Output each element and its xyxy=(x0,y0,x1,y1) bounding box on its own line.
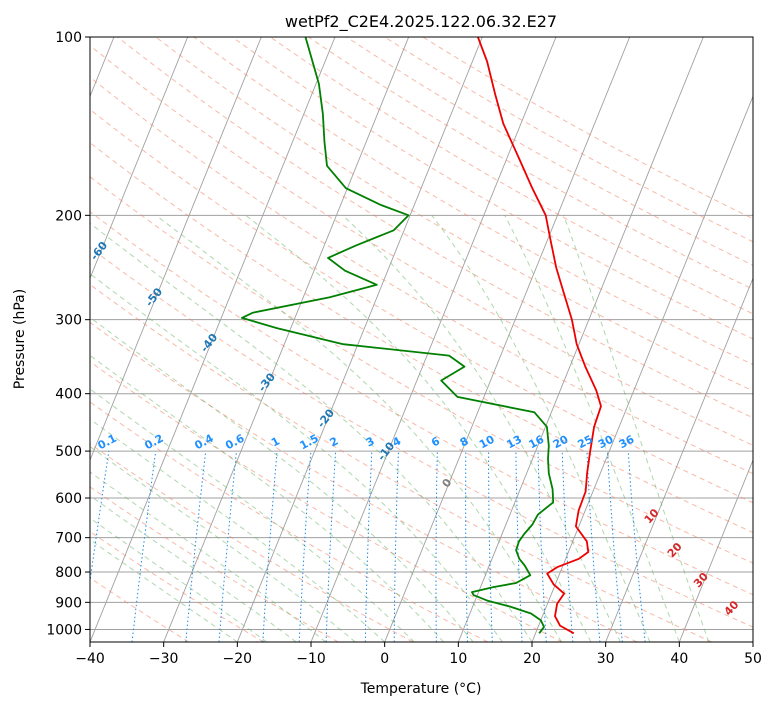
mixing-ratio-label: 30 xyxy=(596,432,616,451)
x-tick-label: 10 xyxy=(449,651,467,667)
dry-adiabat-line xyxy=(422,37,753,220)
moist-adiabat-line xyxy=(90,517,268,642)
moist-adiabat-line xyxy=(563,215,710,642)
x-axis-label: Temperature (°C) xyxy=(360,681,482,697)
y-tick-label: 900 xyxy=(55,595,82,611)
y-tick-label: 200 xyxy=(55,208,82,224)
dry-adiabat-lines xyxy=(90,37,753,642)
x-tick-label: −20 xyxy=(223,651,253,667)
dry-adiabat-line xyxy=(384,37,753,243)
x-tick-label: 20 xyxy=(523,651,541,667)
isotherm-line xyxy=(384,37,631,642)
dry-adiabat-line xyxy=(90,443,414,642)
moist-adiabat-line xyxy=(90,539,238,642)
isotherm-line xyxy=(310,37,557,642)
y-tick-label: 300 xyxy=(55,313,82,329)
y-tick-label: 400 xyxy=(55,387,82,403)
moist-adiabat-line xyxy=(90,418,386,642)
mixing-ratio-lines xyxy=(90,451,646,642)
moist-adiabat-line xyxy=(245,214,592,642)
isotherm-line xyxy=(90,37,262,462)
dry-adiabat-line xyxy=(90,360,563,642)
dry-adiabat-line xyxy=(90,44,753,446)
mixing-ratio-label: 13 xyxy=(504,433,524,452)
moist-adiabat-line xyxy=(431,214,651,642)
mixing-ratio-label: 36 xyxy=(617,433,637,452)
x-tick-label: −40 xyxy=(75,651,105,667)
dry-adiabat-line xyxy=(90,283,712,642)
plot-frame xyxy=(89,36,754,643)
dry-adiabat-line xyxy=(90,211,753,596)
y-tick-label: 800 xyxy=(55,565,82,581)
x-tick-label: −10 xyxy=(296,651,326,667)
profile-lines xyxy=(241,37,602,635)
isotherm-line xyxy=(605,276,753,642)
isotherm-line xyxy=(90,37,336,642)
dry-adiabat-line xyxy=(117,37,753,419)
isotherm-line xyxy=(90,37,189,280)
dry-adiabat-line xyxy=(308,37,753,290)
y-tick-label: 600 xyxy=(55,491,82,507)
chart-title: wetPf2_C2E4.2025.122.06.32.E27 xyxy=(285,12,557,32)
x-tick-label: 40 xyxy=(670,651,688,667)
x-tick-label: 30 xyxy=(597,651,615,667)
mixing-ratio-line xyxy=(90,451,110,585)
y-tick-label: 1000 xyxy=(46,622,82,638)
y-axis-ticks: 100 200 300 400 500 600 700 800 900 1000 xyxy=(46,30,90,638)
dry-adiabat-line xyxy=(155,37,753,392)
moist-adiabat-line xyxy=(155,214,562,642)
y-axis-label: Pressure (hPa) xyxy=(12,289,28,389)
moist-adiabat-line xyxy=(90,388,415,642)
mixing-ratio-label: 25 xyxy=(575,433,595,452)
moist-adiabat-line xyxy=(90,471,327,642)
mixing-ratio-label: 16 xyxy=(527,433,547,452)
dry-adiabat-line xyxy=(90,76,753,475)
x-tick-label: 0 xyxy=(380,651,389,667)
plot-area: 0.10.20.40.611.52346810131620253036-100-… xyxy=(90,37,753,642)
dewpoint-line xyxy=(241,37,555,634)
moist-adiabat-line xyxy=(90,316,474,642)
moist-adiabat-line xyxy=(90,273,503,642)
moist-adiabat-lines xyxy=(90,214,710,642)
moist-adiabat-line xyxy=(342,214,621,642)
moist-adiabat-line xyxy=(504,215,680,642)
x-axis-ticks: −40 −30 −20 −10 0 10 20 30 40 50 xyxy=(75,642,762,667)
x-tick-label: 50 xyxy=(744,651,762,667)
dry-adiabat-line xyxy=(90,246,753,628)
isotherm-line xyxy=(163,37,410,642)
isotherm-line xyxy=(236,37,483,642)
y-tick-label: 700 xyxy=(55,531,82,547)
y-tick-label: 100 xyxy=(55,30,82,46)
mixing-ratio-label: 20 xyxy=(551,432,571,451)
dry-adiabat-line xyxy=(90,321,638,642)
isotherm-lines xyxy=(90,37,753,642)
temperature-line xyxy=(477,37,602,635)
isotherm-line xyxy=(678,458,753,642)
x-tick-label: −30 xyxy=(149,651,179,667)
moist-adiabat-line xyxy=(90,222,533,642)
dry-adiabat-line xyxy=(269,37,753,315)
mixing-ratio-line xyxy=(131,451,157,642)
y-tick-label: 500 xyxy=(55,444,82,460)
mixing-ratio-label: 10 xyxy=(477,433,497,452)
isotherm-line xyxy=(531,95,753,642)
moist-adiabat-line xyxy=(90,495,297,642)
